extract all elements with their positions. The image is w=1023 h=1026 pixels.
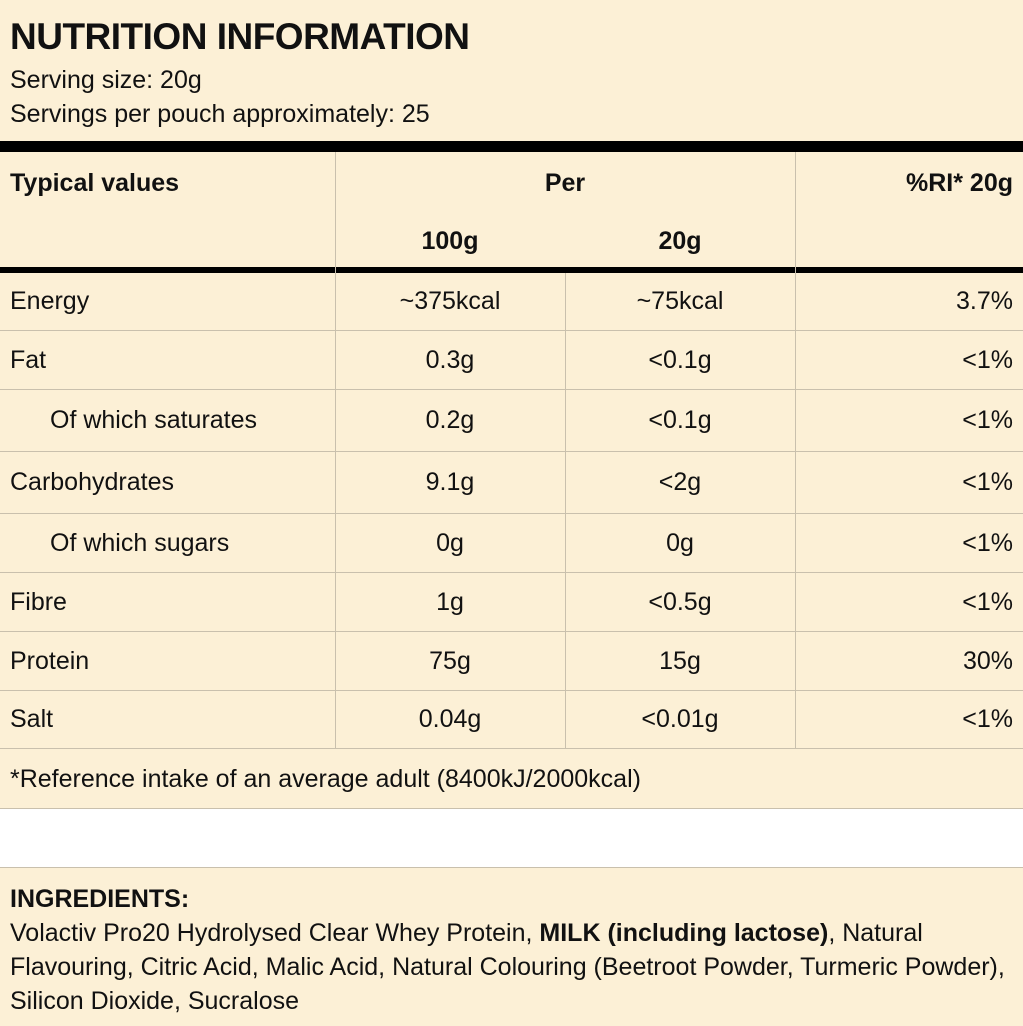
value-per-20g: ~75kcal — [636, 287, 724, 315]
value-ri: <1% — [962, 406, 1013, 434]
thick-rule — [0, 141, 1023, 152]
value-per-20g: <0.1g — [648, 345, 712, 374]
ingredients-text-part: , Natural Flavouring, Citric Acid, Malic… — [10, 919, 1005, 1015]
row-divider — [0, 572, 1023, 573]
value-per-20g: 15g — [659, 646, 701, 675]
ingredients-heading: INGREDIENTS: — [10, 885, 190, 913]
header-ri: %RI* 20g — [906, 169, 1013, 197]
row-divider — [0, 389, 1023, 390]
value-per-100g: 0.04g — [418, 705, 482, 733]
value-per-20g: <2g — [658, 468, 702, 496]
column-divider — [795, 152, 796, 749]
page-title: NUTRITION INFORMATION — [10, 16, 470, 57]
value-per-100g: 1g — [436, 587, 464, 616]
value-ri: <1% — [962, 468, 1013, 496]
header-per: Per — [544, 169, 586, 197]
value-per-100g: 9.1g — [425, 468, 475, 496]
row-divider — [0, 451, 1023, 452]
value-ri: <1% — [962, 587, 1013, 616]
row-divider — [0, 690, 1023, 691]
value-per-20g: <0.01g — [641, 705, 719, 733]
value-per-100g: 0.3g — [425, 345, 475, 374]
column-divider — [565, 273, 566, 749]
ingredients-text: Volactiv Pro20 Hydrolysed Clear Whey Pro… — [10, 916, 1015, 1018]
value-per-20g: <0.1g — [648, 406, 712, 434]
value-per-20g: 0g — [666, 528, 694, 557]
value-per-100g: 75g — [429, 646, 471, 675]
header-per-100g: 100g — [421, 227, 479, 255]
nutrient-name: Fat — [10, 345, 47, 374]
serving-size: Serving size: 20g — [10, 66, 202, 94]
nutrient-name: Salt — [10, 705, 54, 733]
value-per-100g: 0.2g — [425, 406, 475, 434]
header-per-20g: 20g — [658, 227, 702, 255]
row-divider — [0, 631, 1023, 632]
header-rule — [0, 267, 1023, 273]
row-divider — [0, 330, 1023, 331]
nutrient-name: Of which sugars — [50, 528, 230, 557]
value-ri: 30% — [962, 646, 1013, 675]
value-ri: <1% — [962, 345, 1013, 374]
ingredients: INGREDIENTS: Volactiv Pro20 Hydrolysed C… — [10, 882, 1015, 1018]
value-per-100g: ~375kcal — [399, 287, 501, 315]
nutrient-name: Protein — [10, 646, 90, 675]
servings-per-pouch: Servings per pouch approximately: 25 — [10, 100, 430, 128]
footnote: *Reference intake of an average adult (8… — [10, 765, 641, 793]
value-ri: <1% — [962, 528, 1013, 557]
ingredients-text-part: Volactiv Pro20 Hydrolysed Clear Whey Pro… — [10, 919, 540, 947]
header-typical-values: Typical values — [10, 169, 180, 197]
row-divider — [0, 513, 1023, 514]
spacer — [0, 808, 1023, 868]
value-per-100g: 0g — [436, 528, 464, 557]
column-divider — [335, 152, 336, 749]
value-ri: 3.7% — [956, 287, 1013, 315]
value-per-20g: <0.5g — [648, 587, 712, 616]
nutrient-name: Fibre — [10, 587, 67, 616]
nutrient-name: Of which saturates — [50, 406, 258, 434]
nutrient-name: Energy — [10, 287, 90, 315]
value-ri: <1% — [962, 705, 1013, 733]
allergen-milk: MILK (including lactose) — [539, 919, 829, 947]
row-divider — [0, 748, 1023, 749]
nutrient-name: Carbohydrates — [10, 468, 174, 496]
